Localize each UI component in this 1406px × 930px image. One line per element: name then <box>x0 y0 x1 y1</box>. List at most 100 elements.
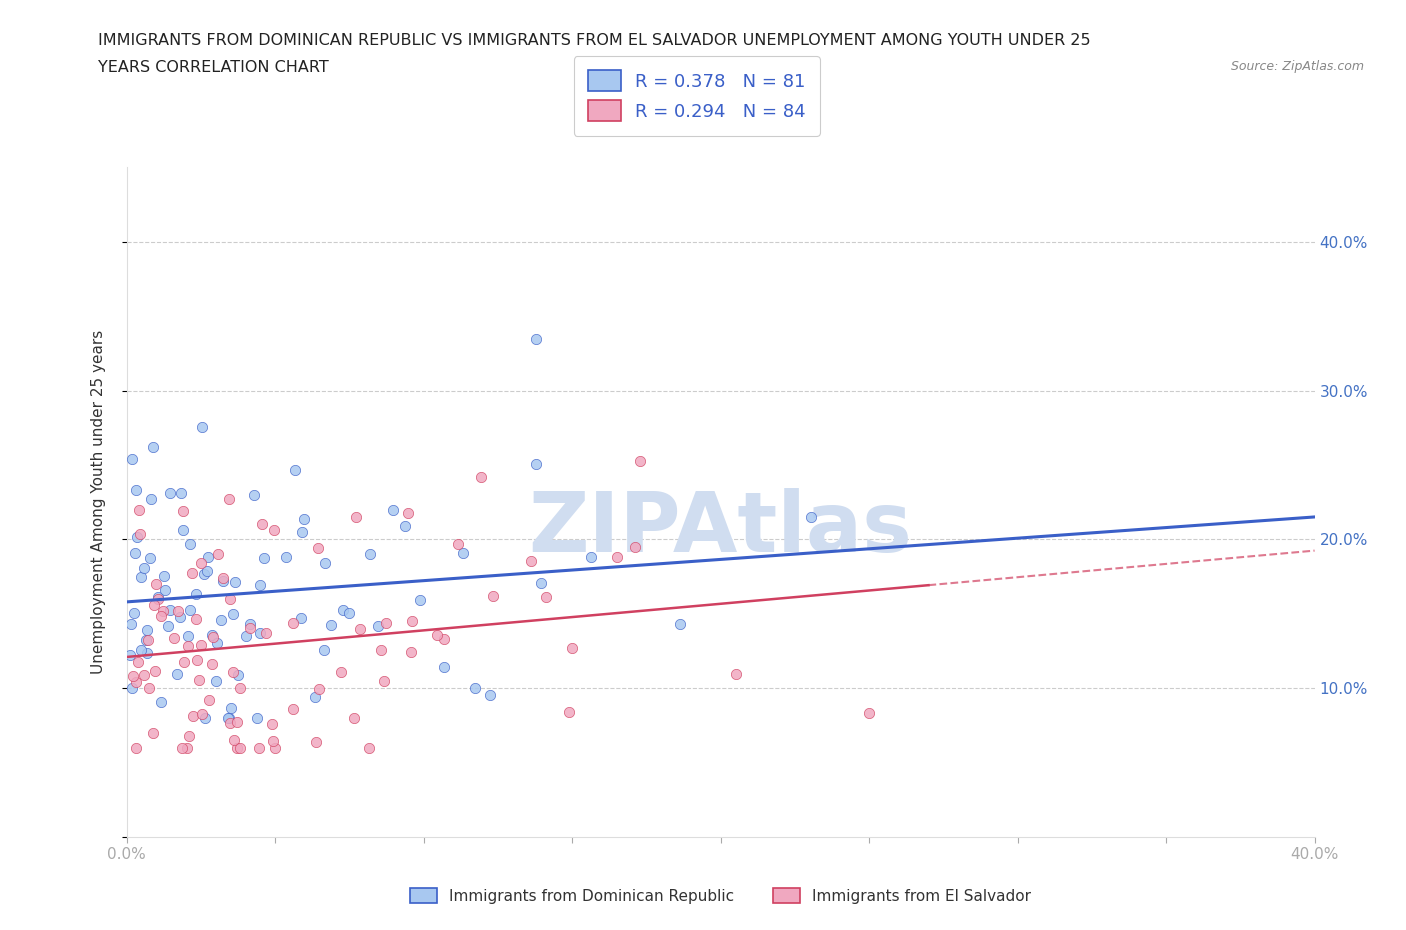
Point <box>319 618 342 632</box>
Point <box>235 629 257 644</box>
Point <box>128 527 150 542</box>
Point <box>125 529 148 544</box>
Text: ZIPAtlas: ZIPAtlas <box>529 488 912 569</box>
Legend: Immigrants from Dominican Republic, Immigrants from El Salvador: Immigrants from Dominican Republic, Immi… <box>404 882 1038 910</box>
Point <box>307 540 329 555</box>
Point <box>197 693 219 708</box>
Point <box>605 550 627 565</box>
Point <box>176 740 198 755</box>
Point <box>124 545 146 560</box>
Point <box>186 611 208 626</box>
Point <box>195 564 218 578</box>
Point <box>432 631 454 646</box>
Point <box>211 574 233 589</box>
Point <box>218 716 240 731</box>
Point <box>180 565 202 580</box>
Point <box>179 603 201 618</box>
Point <box>163 631 186 645</box>
Point <box>249 578 271 592</box>
Point <box>129 643 152 658</box>
Point <box>135 632 157 647</box>
Point <box>305 735 328 750</box>
Point <box>145 577 167 591</box>
Point <box>530 576 553 591</box>
Point <box>184 587 207 602</box>
Point <box>396 506 419 521</box>
Point <box>150 609 173 624</box>
Point <box>197 550 219 565</box>
Point <box>172 523 194 538</box>
Point <box>399 644 422 659</box>
Point <box>205 635 228 650</box>
Point <box>125 740 148 755</box>
Point <box>128 502 150 517</box>
Point <box>156 618 179 633</box>
Point <box>249 625 271 640</box>
Point <box>218 711 240 725</box>
Point <box>274 550 297 565</box>
Point <box>367 619 389 634</box>
Point <box>229 740 252 755</box>
Point <box>142 440 165 455</box>
Point <box>193 566 215 581</box>
Point <box>290 610 312 625</box>
Point <box>401 614 423 629</box>
Point <box>291 525 314 540</box>
Point <box>256 626 278 641</box>
Point <box>281 616 304 631</box>
Point <box>524 457 547 472</box>
Point <box>579 550 602 565</box>
Point <box>218 492 240 507</box>
Point <box>329 665 352 680</box>
Y-axis label: Unemployment Among Youth under 25 years: Unemployment Among Youth under 25 years <box>91 330 105 674</box>
Point <box>464 680 486 695</box>
Point <box>181 708 204 723</box>
Point <box>370 643 392 658</box>
Point <box>142 598 165 613</box>
Point <box>342 711 364 725</box>
Point <box>148 590 170 604</box>
Point <box>166 667 188 682</box>
Point <box>118 647 141 662</box>
Point <box>725 667 748 682</box>
Point <box>120 616 142 631</box>
Point <box>246 711 269 725</box>
Point <box>226 667 249 682</box>
Point <box>188 672 211 687</box>
Point <box>219 700 242 715</box>
Point <box>426 628 449 643</box>
Point <box>344 510 367 525</box>
Point <box>153 568 176 583</box>
Point <box>524 332 547 347</box>
Point <box>263 740 285 755</box>
Point <box>308 681 330 696</box>
Point <box>177 639 200 654</box>
Point <box>207 547 229 562</box>
Point <box>125 675 148 690</box>
Point <box>139 551 162 565</box>
Point <box>217 711 239 725</box>
Point <box>359 547 381 562</box>
Point <box>159 485 181 500</box>
Point <box>155 582 177 597</box>
Point <box>132 668 155 683</box>
Point <box>557 705 579 720</box>
Point <box>262 716 284 731</box>
Point <box>194 711 217 725</box>
Point <box>224 575 246 590</box>
Point <box>136 622 159 637</box>
Point <box>134 560 156 575</box>
Point <box>201 657 224 671</box>
Point <box>209 613 232 628</box>
Point <box>451 545 474 560</box>
Point <box>179 537 201 551</box>
Point <box>149 695 172 710</box>
Point <box>284 462 307 477</box>
Point <box>314 643 336 658</box>
Point <box>247 740 270 755</box>
Point <box>172 503 194 518</box>
Point <box>446 537 468 551</box>
Point <box>250 517 273 532</box>
Point <box>173 655 195 670</box>
Point <box>292 512 315 526</box>
